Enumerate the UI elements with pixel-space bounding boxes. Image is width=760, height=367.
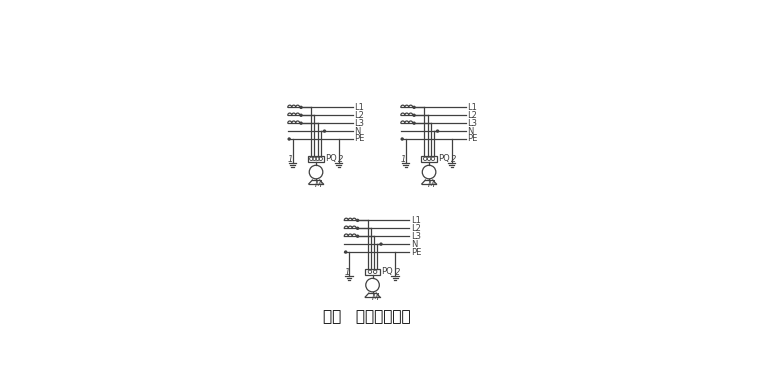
Bar bbox=[309, 156, 324, 162]
Circle shape bbox=[300, 122, 302, 124]
Text: 2: 2 bbox=[394, 268, 400, 277]
Circle shape bbox=[356, 219, 359, 221]
Text: L2: L2 bbox=[354, 111, 364, 120]
Text: L1: L1 bbox=[410, 216, 420, 225]
Circle shape bbox=[300, 106, 302, 108]
Text: L1: L1 bbox=[354, 103, 364, 112]
Text: M: M bbox=[315, 180, 322, 189]
Circle shape bbox=[288, 138, 290, 140]
Circle shape bbox=[345, 251, 347, 253]
Text: N: N bbox=[410, 240, 417, 248]
Text: 图二   漏电接线示意: 图二 漏电接线示意 bbox=[323, 309, 410, 324]
Text: PQ: PQ bbox=[325, 154, 337, 163]
Circle shape bbox=[300, 114, 302, 116]
Text: L3: L3 bbox=[354, 119, 364, 128]
Bar bbox=[365, 269, 380, 275]
Circle shape bbox=[401, 138, 404, 140]
Circle shape bbox=[356, 235, 359, 237]
Text: L1: L1 bbox=[467, 103, 477, 112]
Text: 2: 2 bbox=[451, 155, 457, 164]
Text: 1: 1 bbox=[344, 268, 350, 277]
Text: PE: PE bbox=[410, 247, 421, 257]
Text: 1: 1 bbox=[401, 155, 406, 164]
Text: PE: PE bbox=[354, 134, 365, 143]
Text: L3: L3 bbox=[467, 119, 477, 128]
Text: 1: 1 bbox=[287, 155, 293, 164]
Text: L2: L2 bbox=[410, 224, 420, 233]
Circle shape bbox=[356, 227, 359, 229]
Text: 2: 2 bbox=[338, 155, 344, 164]
Bar bbox=[421, 156, 437, 162]
Text: L2: L2 bbox=[467, 111, 477, 120]
Text: M: M bbox=[429, 180, 435, 189]
Circle shape bbox=[413, 106, 415, 108]
Circle shape bbox=[413, 114, 415, 116]
Text: M: M bbox=[372, 293, 379, 302]
Text: PQ: PQ bbox=[438, 154, 449, 163]
Circle shape bbox=[436, 130, 439, 132]
Text: L3: L3 bbox=[410, 232, 421, 241]
Circle shape bbox=[324, 130, 325, 132]
Text: N: N bbox=[354, 127, 360, 135]
Circle shape bbox=[380, 243, 382, 245]
Text: PE: PE bbox=[467, 134, 477, 143]
Text: N: N bbox=[467, 127, 473, 135]
Text: PQ: PQ bbox=[382, 267, 393, 276]
Circle shape bbox=[413, 122, 415, 124]
